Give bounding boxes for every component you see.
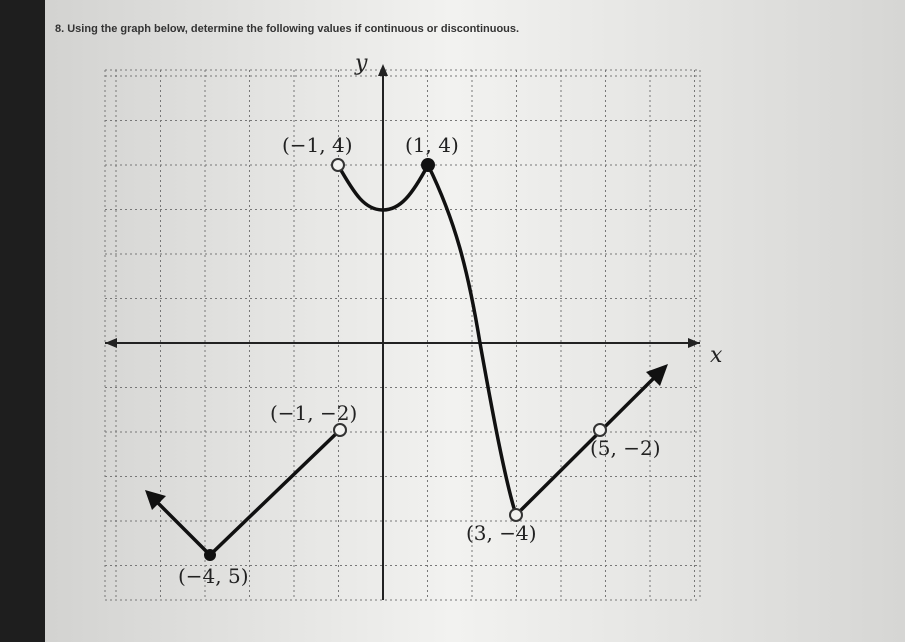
open-point bbox=[509, 508, 523, 522]
point-label: (1, 4) bbox=[405, 133, 459, 157]
question-text: 8. Using the graph below, determine the … bbox=[55, 23, 519, 35]
grid bbox=[104, 69, 701, 601]
point-label: (3, −4) bbox=[466, 521, 537, 545]
arrowhead bbox=[646, 364, 668, 386]
dark-edge bbox=[0, 0, 45, 642]
closed-point bbox=[204, 549, 216, 561]
closed-point bbox=[421, 158, 435, 172]
function-graph bbox=[150, 164, 662, 558]
open-point bbox=[331, 158, 345, 172]
point-label: (−1, 4) bbox=[282, 133, 353, 157]
open-point bbox=[593, 423, 607, 437]
right-piece bbox=[514, 370, 662, 517]
arrowhead bbox=[145, 490, 166, 510]
x-axis-label: x bbox=[710, 343, 723, 368]
x-arrow bbox=[688, 338, 700, 348]
point-label: (−1, −2) bbox=[270, 401, 357, 425]
point-label: (5, −2) bbox=[590, 436, 661, 460]
y-arrow bbox=[378, 64, 388, 76]
point-label: (−4, 5) bbox=[178, 564, 249, 588]
parabola-piece bbox=[336, 164, 430, 212]
steep-piece bbox=[426, 164, 518, 516]
x-arrow bbox=[105, 338, 117, 348]
open-point bbox=[333, 423, 347, 437]
y-axis-label: y bbox=[354, 51, 368, 76]
